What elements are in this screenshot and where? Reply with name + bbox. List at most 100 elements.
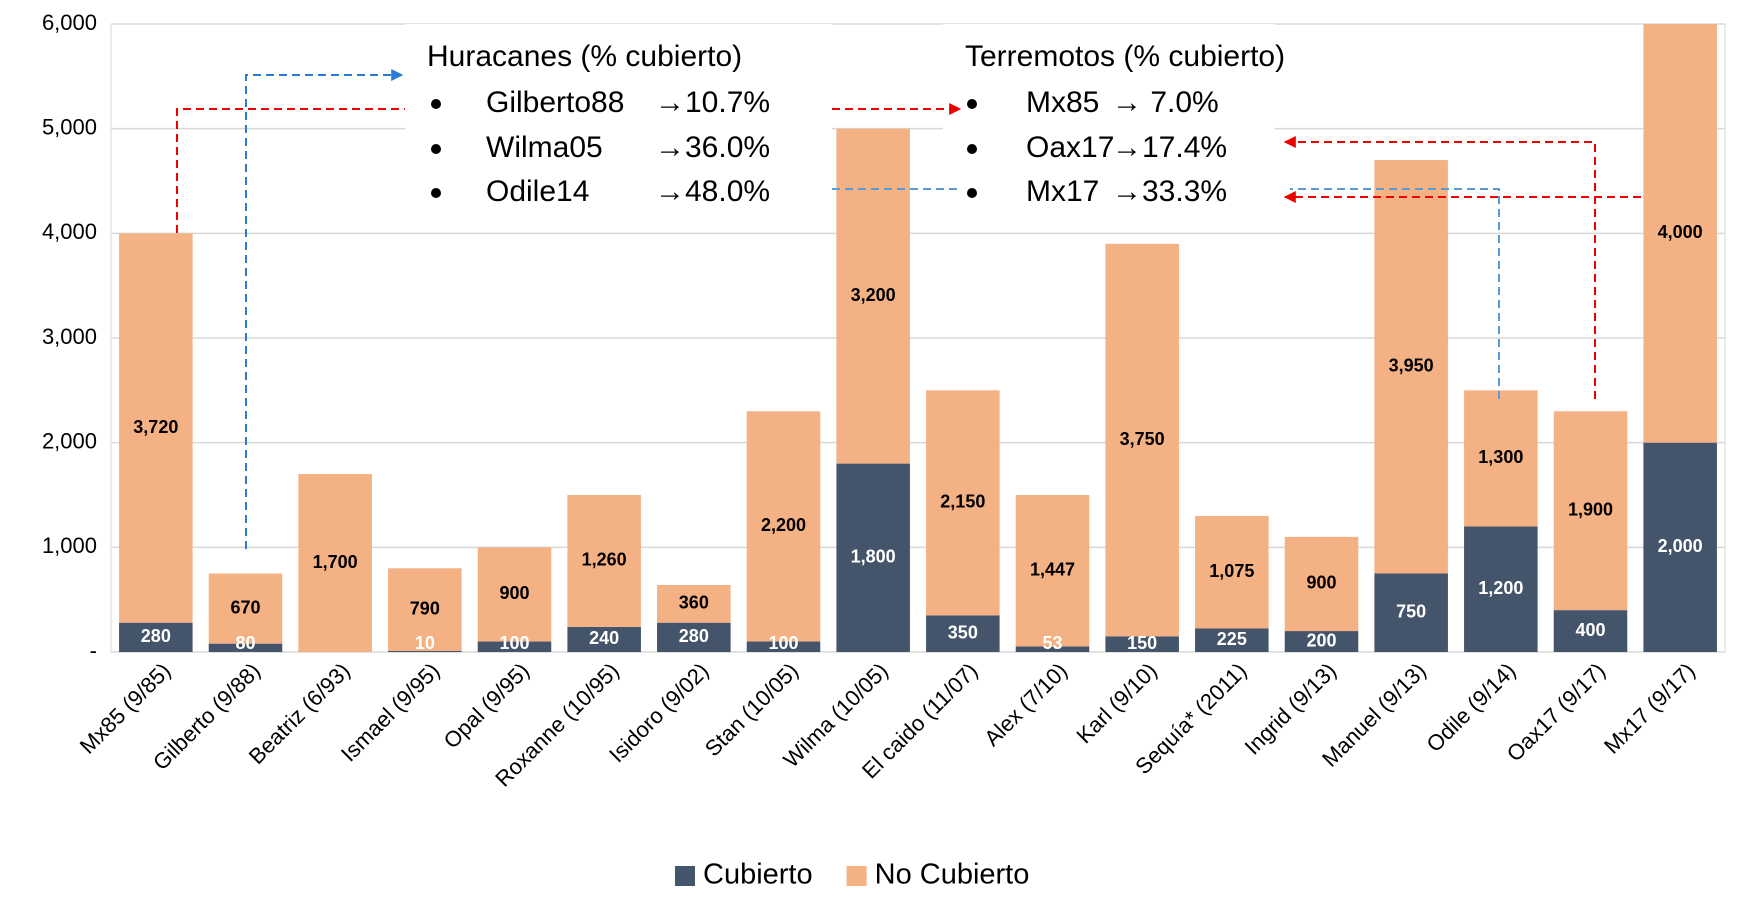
bar-segment xyxy=(477,641,552,652)
bar-segment xyxy=(1553,411,1628,611)
bar-segment xyxy=(1464,390,1538,527)
bar-segment xyxy=(1553,610,1628,652)
data-label: 1,200 xyxy=(1478,578,1523,598)
y-tick-label: 4,000 xyxy=(42,219,97,244)
x-tick-label: Mx17 (9/17) xyxy=(1599,658,1700,759)
data-label: 900 xyxy=(1306,573,1336,593)
bar-segment xyxy=(926,390,1000,616)
data-label: 2,000 xyxy=(1658,536,1703,556)
bar-segment xyxy=(1464,526,1538,652)
data-label: 100 xyxy=(499,633,529,653)
connector xyxy=(1290,188,1500,399)
data-label: 2,150 xyxy=(940,492,985,512)
bullet xyxy=(431,144,441,154)
legend-label: Cubierto xyxy=(703,859,813,891)
annotation-title: Terremotos (% cubierto) xyxy=(965,40,1285,73)
annotation-box xyxy=(405,24,832,222)
bar-segment xyxy=(1105,243,1179,637)
annotation-item-name: Gilberto88 xyxy=(486,86,624,119)
data-label: 2,200 xyxy=(761,515,806,535)
annotation-item-name: Oax17 xyxy=(1026,131,1114,164)
y-tick-label: 1,000 xyxy=(42,533,97,558)
bar-segment xyxy=(1015,495,1090,647)
connector xyxy=(1283,136,1596,399)
legend-swatch xyxy=(675,866,695,886)
data-label: 1,700 xyxy=(313,552,358,572)
bar-segment xyxy=(1284,536,1359,632)
x-tick-label: Odile (9/14) xyxy=(1422,658,1521,757)
y-tick-label: 6,000 xyxy=(42,10,97,35)
annotation-item-name: Mx17 xyxy=(1026,175,1099,208)
bar-segment xyxy=(1015,646,1090,652)
bar-segment xyxy=(1195,515,1269,629)
data-label: 360 xyxy=(679,593,709,613)
bar-segment xyxy=(1195,628,1269,652)
data-label: 3,200 xyxy=(851,285,896,305)
data-label: 280 xyxy=(141,626,171,646)
bullet xyxy=(967,188,977,198)
legend-label: No Cubierto xyxy=(875,859,1030,891)
annotation-item-name: Wilma05 xyxy=(486,131,603,164)
annotation-item-value: → 7.0% xyxy=(1112,86,1219,119)
annotation-item-value: →33.3% xyxy=(1112,175,1227,208)
annotation-box xyxy=(943,24,1275,222)
annotation-item-name: Mx85 xyxy=(1026,86,1099,119)
plot-area: - 1,000 2,000 3,000 4,000 5,000 6,000 280 80 10 10… xyxy=(42,10,1726,792)
data-label: 10 xyxy=(415,633,435,653)
y-tick-label: - xyxy=(90,638,97,663)
bar-segment xyxy=(119,233,193,623)
y-tick-label: 5,000 xyxy=(42,114,97,139)
data-label: 4,000 xyxy=(1658,222,1703,242)
data-label: 670 xyxy=(230,597,260,617)
connector xyxy=(245,69,404,549)
annotation-title: Huracanes (% cubierto) xyxy=(427,40,742,73)
data-label: 900 xyxy=(499,583,529,603)
bar-segment xyxy=(1643,24,1717,443)
data-label: 1,447 xyxy=(1030,559,1075,579)
data-label: 1,800 xyxy=(851,547,896,567)
data-label: 150 xyxy=(1127,633,1157,653)
bar-segment xyxy=(567,626,641,652)
bar-segment xyxy=(388,568,462,651)
data-label: 790 xyxy=(410,598,440,618)
x-tick-label: Opal (9/95) xyxy=(439,658,535,754)
annotation-item-name: Odile14 xyxy=(486,175,589,208)
data-label: 200 xyxy=(1306,630,1336,650)
bar-segment xyxy=(746,411,821,642)
bar-segment xyxy=(836,128,910,464)
data-label: 750 xyxy=(1396,602,1426,622)
data-label: 400 xyxy=(1575,620,1605,640)
bar-segment xyxy=(1105,636,1179,652)
bar-segment xyxy=(657,622,731,652)
bar-segment xyxy=(1643,442,1717,652)
bar-segment xyxy=(1284,631,1359,652)
bar-segment xyxy=(1374,160,1448,574)
legend-swatch xyxy=(846,866,867,886)
x-tick-label: Karl (9/10) xyxy=(1072,658,1162,748)
data-label: 3,720 xyxy=(133,417,178,437)
annotations: Huracanes (% cubierto) Gilberto88 →10.7% Wi… xyxy=(176,24,1641,549)
data-label: 240 xyxy=(589,628,619,648)
annotation-item-value: →17.4% xyxy=(1112,131,1227,164)
bullet xyxy=(967,99,977,109)
x-tick-label: Alex (7/10) xyxy=(979,658,1072,751)
bullet xyxy=(431,99,441,109)
data-label: 53 xyxy=(1042,633,1062,653)
y-tick-label: 2,000 xyxy=(42,428,97,453)
bar-segment xyxy=(298,474,372,652)
data-label: 80 xyxy=(235,633,255,653)
connector xyxy=(176,108,405,233)
annotation-item-value: →10.7% xyxy=(655,86,770,119)
data-label: 3,950 xyxy=(1389,356,1434,376)
data-label: 225 xyxy=(1217,629,1247,649)
bar-segment xyxy=(208,643,283,652)
bullet xyxy=(967,144,977,154)
data-label: 100 xyxy=(768,633,798,653)
bar-segment xyxy=(1374,573,1448,652)
data-label: 3,750 xyxy=(1120,429,1165,449)
annotation-item-value: →36.0% xyxy=(655,131,770,164)
data-label: 1,075 xyxy=(1209,561,1254,581)
bar-segment xyxy=(477,547,552,642)
bullet xyxy=(431,188,441,198)
